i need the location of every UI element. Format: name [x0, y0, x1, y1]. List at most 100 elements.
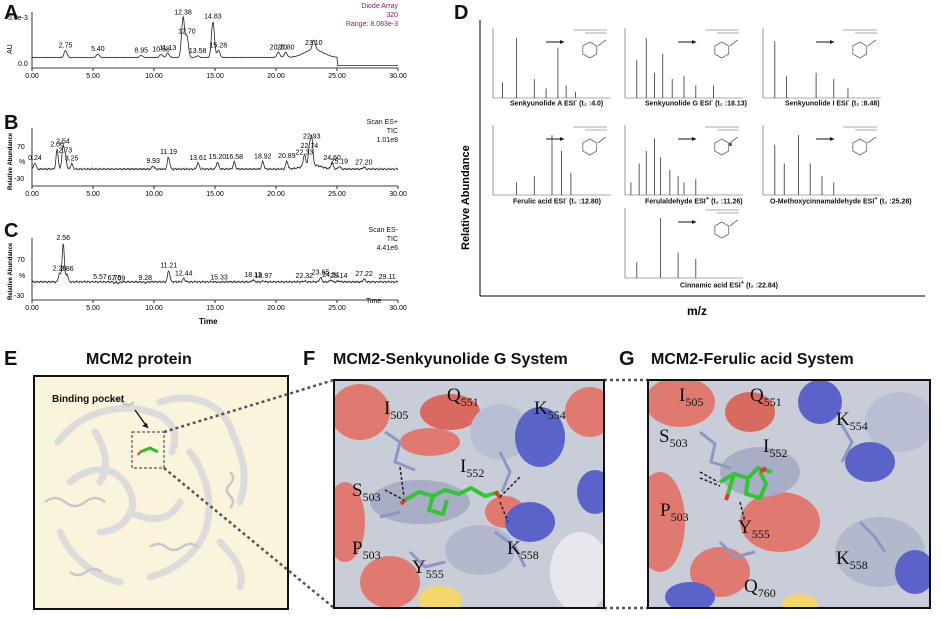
ms-caption-rt: (t₂ :4.0) [579, 100, 604, 108]
ms-caption-ion: ESI [836, 100, 848, 108]
chrom-c-pct: % [19, 273, 25, 280]
ms-structure-ring [852, 41, 868, 59]
residue-label: S503 [659, 426, 688, 451]
chrom-a-ytick-0: 0.0 [18, 61, 28, 68]
ms-caption-ion: ESI [729, 282, 741, 290]
residue-name: S [352, 480, 363, 501]
residue-label: I505 [679, 385, 703, 410]
f-ligand-ring [427, 495, 449, 516]
chrom-xtick-label: 25.00 [328, 73, 346, 80]
chrom-a-header-line2: 320 [386, 12, 398, 19]
f-patch-white [550, 532, 604, 608]
chrom-peak-label: 12.44 [175, 271, 193, 278]
chrom-xtick-label: 0.00 [25, 73, 39, 80]
residue-num: 505 [685, 394, 704, 409]
g-patch-gray-1 [865, 392, 930, 452]
residue-name: P [352, 538, 363, 559]
f-stick-2 [498, 451, 512, 493]
ms-caption-name: Senkyunolide A [510, 100, 562, 108]
coil-2 [149, 542, 199, 552]
residue-label: K554 [836, 409, 868, 434]
chrom-a-ylabel: AU [7, 44, 14, 54]
ms-caption-methoxycinnamaldehyde: O-Methoxycinnamaldehyde ESI+ (t₂ :25.28) [770, 196, 912, 205]
ms-structure-ring [852, 138, 868, 156]
panel-label-f: F [303, 348, 316, 370]
ms-spectrum [624, 208, 743, 279]
f-hbond-4 [499, 501, 509, 523]
f-hbond-2 [384, 489, 405, 501]
chrom-xtick-label: 10.00 [145, 191, 163, 198]
chrom-peak-label: 2.54 [56, 139, 70, 146]
chromatogram-figure: AU 5.0e-3 0.0 Relative Abundance 70 -30 … [7, 9, 407, 326]
chrom-xtick-label: 5.00 [86, 305, 100, 312]
g-patch-yellow [782, 594, 818, 608]
ms-structure-bond [597, 39, 606, 47]
chrom-peak-label: 20.80 [277, 44, 295, 51]
chrom-peak-label: 18.92 [254, 153, 272, 160]
panel-g-frame [647, 379, 931, 609]
chrom-peak-label: 20.89 [278, 153, 296, 160]
panel-g-surface [648, 380, 930, 608]
chrom-trace [31, 15, 398, 66]
chrom-b-ytick-m30: -30 [14, 176, 24, 183]
chrom-peak-label: 13.61 [189, 155, 207, 162]
ms-caption-senkyunolide-a: Senkyunolide A ESI- (t₂ :4.0) [510, 98, 603, 107]
connector-e-f-bottom [163, 467, 335, 609]
chrom-peak-label: 15.33 [210, 274, 228, 281]
chrom-peak-label: 10.58 [152, 46, 170, 53]
panel-label-c: C [4, 220, 19, 242]
chrom-peak-label: 15.28 [210, 43, 228, 50]
residue-label: P503 [660, 500, 689, 525]
f-patch-red-7 [334, 482, 365, 562]
panel-g-title: MCM2-Ferulic acid System [651, 351, 854, 368]
f-patch-gray-1 [470, 404, 530, 460]
ms-caption-ion: ESI [694, 198, 706, 206]
chrom-peak-label: 5.57 [93, 274, 107, 281]
coil-3 [109, 397, 135, 407]
g-patch-blue-2 [845, 442, 895, 482]
ms-caption-ion: ESI [553, 198, 566, 206]
chrom-peak-label: 20.20 [270, 44, 288, 51]
pocket-ligand [139, 446, 159, 454]
chrom-xtick-label: 20.00 [267, 73, 285, 80]
chrom-peak-label: 29.11 [379, 274, 396, 281]
residue-label: P503 [352, 538, 381, 563]
ms-caption-charge: + [874, 196, 878, 202]
residue-num: 503 [669, 435, 688, 450]
chrom-peak-label: 9.28 [138, 275, 152, 282]
ms-spectrum [492, 125, 611, 196]
helix-3 [156, 394, 248, 506]
residue-name: I [763, 436, 770, 457]
ms-xlabel: m/z [687, 304, 707, 318]
ms-caption-name: O-Methoxycinnamaldehyde [770, 198, 862, 206]
ms-structure-ring [582, 41, 598, 59]
pocket-ligand-o [137, 451, 141, 456]
chrom-xtick-label: 20.00 [267, 305, 285, 312]
g-ligand-o2 [724, 493, 730, 501]
chrom-peak-label: 22.74 [301, 143, 319, 150]
ms-spectrum [762, 125, 881, 196]
chrom-peak-label: 22.33 [296, 149, 314, 156]
chrom-peak-label: 2.86 [60, 266, 74, 273]
residue-num: 555 [425, 566, 444, 581]
residue-name: Y [412, 557, 426, 578]
f-patch-red-2 [420, 394, 480, 430]
panel-f-frame [333, 379, 605, 609]
chrom-peak-label: 11.19 [160, 149, 177, 156]
chrom-peak-label: 25.14 [330, 273, 348, 280]
helix-7 [216, 538, 245, 591]
chrom-c-xaxis-label: Time [366, 298, 381, 305]
chrom-peak-label: 22.32 [296, 273, 314, 280]
residue-num: 503 [362, 489, 381, 504]
chrom-peak-label: 5.40 [91, 46, 105, 53]
residue-label: K558 [507, 538, 539, 563]
residue-name: Y [738, 517, 752, 538]
chrom-peak-label: 6.76 [108, 275, 122, 282]
f-sticks [379, 430, 527, 569]
g-sticks [699, 421, 887, 559]
chrom-peak-label: 23.10 [305, 40, 323, 47]
g-patch-blue-4 [665, 582, 715, 608]
panel-f-title: MCM2-Senkyunolide G System [333, 351, 568, 368]
chrom-xtick-label: 20.00 [267, 191, 285, 198]
protein-coils [44, 397, 235, 577]
